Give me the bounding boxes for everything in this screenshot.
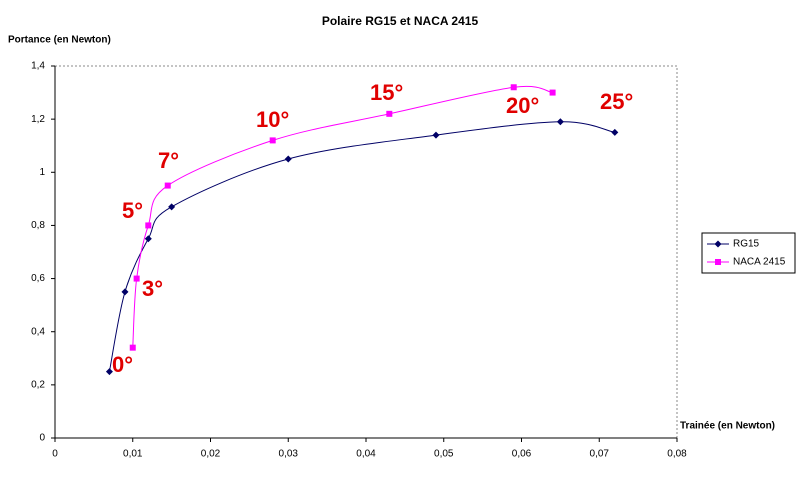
- annotation: 20°: [506, 93, 539, 118]
- point: [510, 84, 517, 91]
- x-tick-label: 0,03: [279, 449, 299, 460]
- x-tick-label: 0,07: [590, 449, 610, 460]
- annotation: 3°: [142, 276, 163, 301]
- y-tick-label: 0,2: [31, 379, 45, 390]
- point: [168, 203, 176, 211]
- point: [269, 137, 276, 144]
- y-axis-title: Portance (en Newton): [8, 35, 111, 46]
- point: [145, 222, 152, 229]
- x-tick-label: 0,05: [434, 449, 454, 460]
- annotation: 15°: [370, 80, 403, 105]
- point: [284, 155, 292, 163]
- y-tick-label: 1,4: [31, 61, 45, 72]
- x-tick-label: 0,02: [201, 449, 221, 460]
- x-tick-label: 0,04: [356, 449, 376, 460]
- x-tick-label: 0,06: [512, 449, 532, 460]
- legend-label: NACA 2415: [733, 257, 786, 268]
- annotation: 10°: [256, 107, 289, 132]
- legend-label: RG15: [733, 239, 760, 250]
- point: [129, 344, 136, 351]
- y-tick-label: 0,4: [31, 326, 45, 337]
- point: [611, 128, 619, 136]
- point: [432, 131, 440, 139]
- point: [144, 235, 152, 243]
- y-tick-label: 0,8: [31, 220, 45, 231]
- legend-marker: [715, 259, 721, 265]
- series-line: [132, 85, 553, 348]
- legend-marker: [714, 240, 722, 248]
- point: [549, 89, 556, 96]
- y-tick-label: 0,6: [31, 273, 45, 284]
- annotation: 0°: [112, 352, 133, 377]
- point: [133, 275, 140, 282]
- point: [386, 110, 393, 117]
- point: [121, 288, 129, 296]
- y-tick-label: 1,2: [31, 114, 45, 125]
- point: [105, 368, 113, 376]
- annotation: 7°: [158, 148, 179, 173]
- annotation: 5°: [122, 198, 143, 223]
- x-tick-label: 0: [52, 449, 58, 460]
- point: [164, 182, 171, 189]
- x-tick-label: 0,01: [123, 449, 143, 460]
- annotation: 25°: [600, 89, 633, 114]
- y-tick-label: 1: [39, 167, 45, 178]
- y-tick-label: 0: [39, 433, 45, 444]
- x-axis-title: Trainée (en Newton): [680, 421, 775, 432]
- series-line: [108, 121, 615, 372]
- point: [556, 118, 564, 126]
- chart-title: Polaire RG15 et NACA 2415: [322, 14, 479, 28]
- x-tick-label: 0,08: [667, 449, 687, 460]
- legend-box: [701, 232, 796, 274]
